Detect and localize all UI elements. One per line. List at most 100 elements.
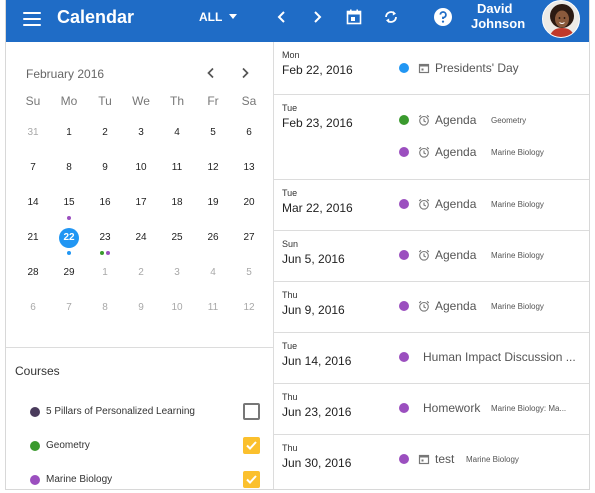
event-item[interactable]: Agenda Marine Biology [399, 245, 589, 265]
calendar-day[interactable]: 5 [195, 122, 231, 157]
day-number: 13 [243, 162, 255, 173]
event-weekday: Thu [282, 392, 298, 402]
calendar-day[interactable]: 23 [87, 227, 123, 262]
day-number: 2 [138, 267, 144, 278]
calendar-day[interactable]: 12 [195, 157, 231, 192]
calendar-day[interactable]: 9 [87, 157, 123, 192]
calendar-day[interactable]: 19 [195, 192, 231, 227]
calendar-today-icon[interactable] [345, 8, 363, 26]
calendar-day[interactable]: 4 [159, 122, 195, 157]
avatar[interactable] [542, 0, 580, 38]
calendar-day[interactable]: 1 [87, 262, 123, 297]
calendar-day[interactable]: 10 [123, 157, 159, 192]
event-date: Jun 14, 2016 [282, 354, 352, 368]
hamburger-menu-icon[interactable] [23, 12, 41, 28]
day-number: 9 [102, 162, 108, 173]
event-day-row[interactable]: Tue Feb 23, 2016 Agenda Geometry Agenda … [274, 95, 589, 180]
calendar-day[interactable]: 27 [231, 227, 267, 262]
user-first-name: David [477, 1, 513, 16]
calendar-day[interactable]: 6 [15, 297, 51, 332]
event-weekday: Tue [282, 103, 298, 113]
event-day-row[interactable]: Tue Mar 22, 2016 Agenda Marine Biology [274, 180, 589, 231]
calendar-day[interactable]: 6 [231, 122, 267, 157]
calendar-day[interactable]: 5 [231, 262, 267, 297]
calendar-day[interactable]: 10 [159, 297, 195, 332]
chevron-left-icon[interactable] [273, 8, 291, 26]
calendar-day[interactable]: 1 [51, 122, 87, 157]
calendar-day[interactable]: 31 [15, 122, 51, 157]
calendar-day[interactable]: 12 [231, 297, 267, 332]
event-item[interactable]: Agenda Geometry [399, 110, 589, 130]
calendar-day[interactable]: 24 [123, 227, 159, 262]
event-weekday: Tue [282, 188, 298, 198]
course-checkbox[interactable] [243, 403, 260, 420]
event-day-row[interactable]: Sun Jun 5, 2016 Agenda Marine Biology [274, 231, 589, 282]
event-course: Marine Biology [491, 251, 544, 260]
weekday-label: Su [25, 94, 41, 108]
calendar-day[interactable]: 26 [195, 227, 231, 262]
event-item[interactable]: Agenda Marine Biology [399, 194, 589, 214]
calendar-icon [418, 63, 430, 74]
event-color-dot [399, 63, 409, 73]
help-icon[interactable] [433, 7, 453, 27]
event-item[interactable]: Presidents' Day [399, 58, 589, 78]
course-checkbox[interactable] [243, 437, 260, 454]
calendar-day[interactable]: 25 [159, 227, 195, 262]
user-name[interactable]: David Johnson [471, 1, 525, 31]
event-color-dot [399, 454, 409, 464]
event-day-row[interactable]: Tue Jun 14, 2016 Human Impact Discussion… [274, 333, 589, 384]
event-day-row[interactable]: Thu Jun 23, 2016 Homework Marine Biology… [274, 384, 589, 435]
calendar-day[interactable]: 9 [123, 297, 159, 332]
calendar-day[interactable]: 8 [51, 157, 87, 192]
event-date: Jun 30, 2016 [282, 456, 352, 470]
calendar-day[interactable]: 3 [123, 122, 159, 157]
left-panel: February 2016 Su Mo Tu We Th Fr Sa 31 1 … [6, 42, 274, 489]
calendar-day[interactable]: 21 [15, 227, 51, 262]
event-item[interactable]: Homework Marine Biology: Ma... [399, 398, 589, 418]
filter-dropdown[interactable]: ALL [199, 10, 238, 24]
calendar-day[interactable]: 3 [159, 262, 195, 297]
weekday-label: Th [169, 94, 184, 108]
calendar-day[interactable]: 16 [87, 192, 123, 227]
event-course: Marine Biology [491, 148, 544, 157]
event-item[interactable]: Human Impact Discussion ... [399, 347, 589, 367]
calendar-day[interactable]: 29 [51, 262, 87, 297]
calendar-day[interactable]: 11 [159, 157, 195, 192]
calendar-day[interactable]: 17 [123, 192, 159, 227]
calendar-day[interactable]: 4 [195, 262, 231, 297]
calendar-week: 7 8 9 10 11 12 13 [15, 157, 267, 192]
event-day-row[interactable]: Thu Jun 9, 2016 Agenda Marine Biology [274, 282, 589, 333]
event-item[interactable]: Agenda Marine Biology [399, 296, 589, 316]
event-item[interactable]: Agenda Marine Biology [399, 142, 589, 162]
calendar-day[interactable]: 20 [231, 192, 267, 227]
day-number: 22 [59, 228, 79, 248]
calendar-day[interactable]: 11 [195, 297, 231, 332]
calendar-day[interactable]: 7 [15, 157, 51, 192]
event-list: Mon Feb 22, 2016 Presidents' Day Tue Feb… [274, 42, 589, 489]
sync-icon[interactable] [382, 8, 400, 26]
calendar-day[interactable]: 15 [51, 192, 87, 227]
day-number: 5 [210, 127, 216, 138]
calendar-day[interactable]: 14 [15, 192, 51, 227]
calendar-day[interactable]: 28 [15, 262, 51, 297]
course-checkbox[interactable] [243, 471, 260, 488]
calendar-day[interactable]: 18 [159, 192, 195, 227]
next-month-icon[interactable] [238, 66, 252, 80]
event-course: Marine Biology: Ma... [491, 404, 567, 413]
event-weekday: Thu [282, 290, 298, 300]
event-item[interactable]: test Marine Biology [399, 449, 589, 469]
calendar-day-today[interactable]: 22 [51, 227, 87, 262]
calendar-day[interactable]: 2 [87, 122, 123, 157]
event-day-row[interactable]: Mon Feb 22, 2016 Presidents' Day [274, 42, 589, 95]
calendar-day[interactable]: 13 [231, 157, 267, 192]
day-number: 4 [174, 127, 180, 138]
chevron-right-icon[interactable] [308, 8, 326, 26]
event-color-dot [399, 403, 409, 413]
event-day-row[interactable]: Thu Jun 30, 2016 test Marine Biology [274, 435, 589, 489]
user-last-name: Johnson [471, 16, 526, 31]
calendar-day[interactable]: 8 [87, 297, 123, 332]
calendar-day[interactable]: 7 [51, 297, 87, 332]
calendar-day[interactable]: 2 [123, 262, 159, 297]
prev-month-icon[interactable] [204, 66, 218, 80]
top-app-bar: Calendar ALL David Johnson [6, 0, 589, 42]
